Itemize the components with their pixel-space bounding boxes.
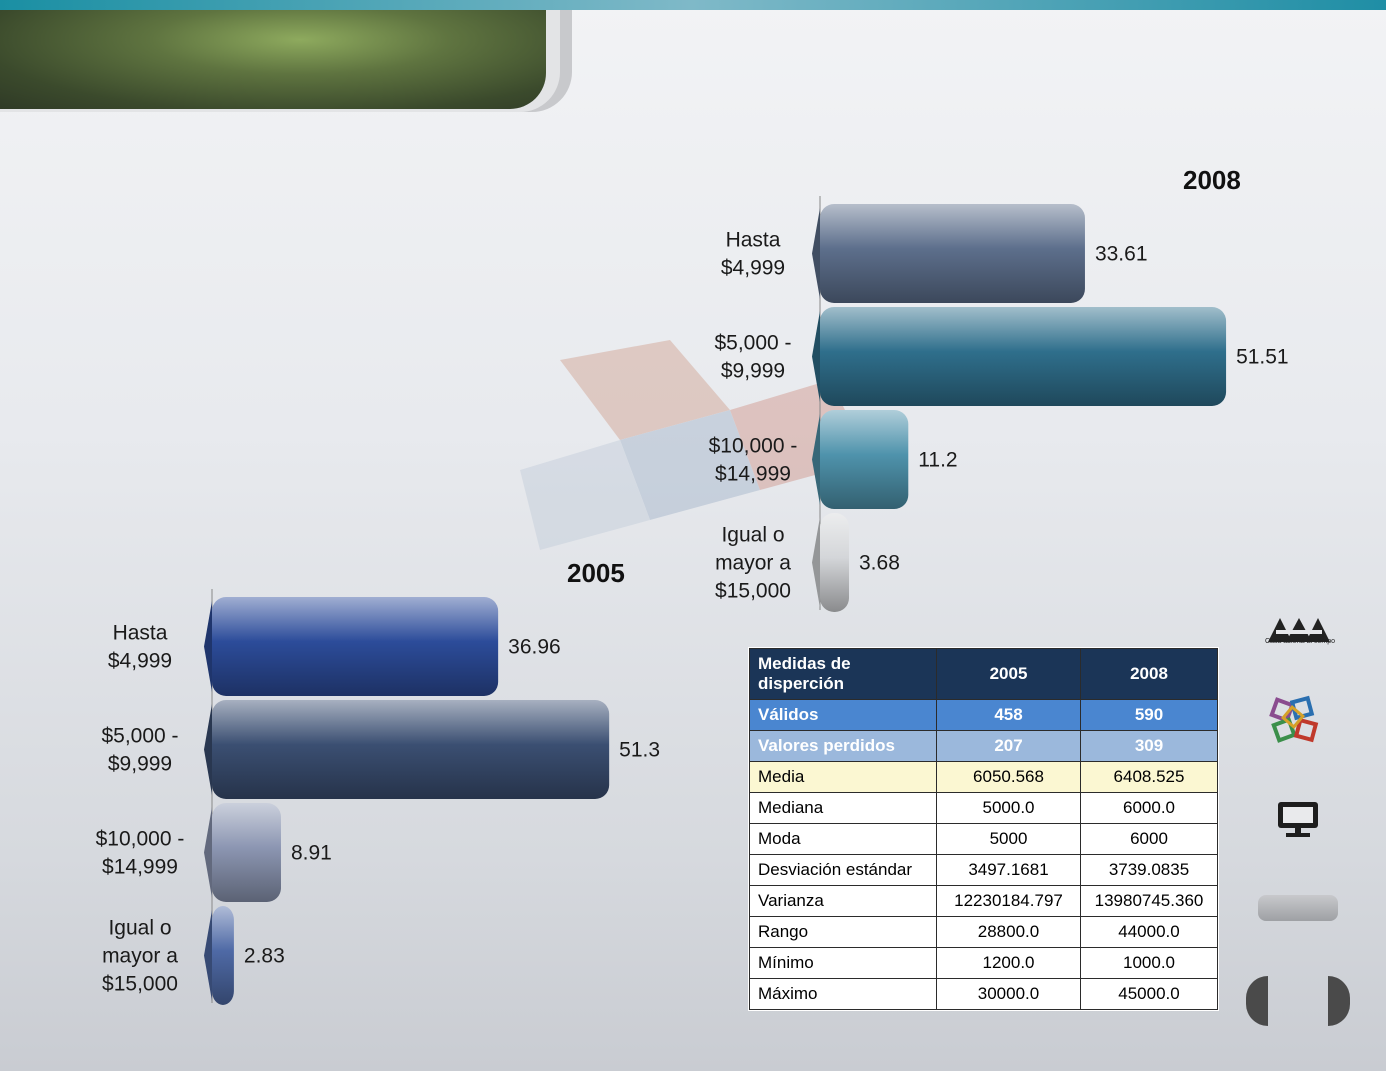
- chart-2005-value-label: 8.91: [291, 842, 332, 865]
- table-cell: 590: [1080, 699, 1218, 731]
- chart-2005-value-label: 51.3: [619, 739, 660, 762]
- table-cell: 30000.0: [936, 978, 1081, 1010]
- table-row: Valores perdidos 207 309: [749, 730, 1218, 762]
- nav-right-icon[interactable]: [1328, 976, 1350, 1026]
- chart-2005-bar-tip: [204, 704, 212, 795]
- table-row-label: Máximo: [749, 978, 937, 1010]
- chart-2008-value-label: 3.68: [859, 552, 900, 575]
- chart-2008-value-label: 11.2: [918, 449, 957, 472]
- cubes-icon[interactable]: [1268, 690, 1328, 748]
- table-row: Media 6050.568 6408.525: [749, 761, 1218, 793]
- table-row: Válidos 458 590: [749, 699, 1218, 731]
- table-header-cell: 2008: [1080, 648, 1218, 700]
- uam-logo-icon[interactable]: [1266, 612, 1332, 648]
- table-cell: 6000.0: [1080, 792, 1218, 824]
- table-cell: 458: [936, 699, 1081, 731]
- table-cell: 12230184.797: [936, 885, 1081, 917]
- chart-2005-bar: [212, 700, 610, 799]
- table-row: Mínimo 1200.0 1000.0: [749, 947, 1218, 979]
- title-banner: [0, 10, 546, 109]
- table-cell: 44000.0: [1080, 916, 1218, 948]
- chart-2005-category-label: $5,000 -$9,999: [101, 725, 178, 776]
- chart-2008-bar-tip: [812, 208, 820, 299]
- table-cell: 207: [936, 730, 1081, 762]
- table-row: Varianza 12230184.797 13980745.360: [749, 885, 1218, 917]
- table-cell: 1000.0: [1080, 947, 1218, 979]
- table-cell: 3739.0835: [1080, 854, 1218, 886]
- chart-2005-bar-tip: [204, 601, 212, 692]
- chart-2008-value-label: 33.61: [1095, 243, 1148, 266]
- chart-2005-category-label: Igual o mayor a $15,000: [102, 917, 178, 996]
- chart-2008-category-label: Igual o mayor a $15,000: [715, 524, 791, 603]
- chart-2005-value-label: 36.96: [508, 636, 561, 659]
- table-cell: 28800.0: [936, 916, 1081, 948]
- table-cell: 1200.0: [936, 947, 1081, 979]
- chart-2008-bar: [820, 307, 1227, 406]
- chart-2005-category-label: $10,000 -$14,999: [96, 828, 185, 879]
- table-cell: 6050.568: [936, 761, 1081, 793]
- monitor-icon[interactable]: [1276, 800, 1320, 838]
- chart-2008-category-label: $5,000 -$9,999: [714, 332, 791, 383]
- table-cell: 309: [1080, 730, 1218, 762]
- table-cell: 6000: [1080, 823, 1218, 855]
- watermark-graphic: [520, 340, 870, 550]
- table-cell: 45000.0: [1080, 978, 1218, 1010]
- chart-2005-bar: [212, 803, 281, 902]
- table-row-label: Rango: [749, 916, 937, 948]
- table-row-label: Varianza: [749, 885, 937, 917]
- table-row: Rango 28800.0 44000.0: [749, 916, 1218, 948]
- table-row-label: Válidos: [749, 699, 937, 731]
- table-row: Máximo 30000.0 45000.0: [749, 978, 1218, 1010]
- chart-2008-value-label: 51.51: [1236, 346, 1289, 369]
- table-row: Moda 5000 6000: [749, 823, 1218, 855]
- table-row: Mediana 5000.0 6000.0: [749, 792, 1218, 824]
- dispersion-table: Medidas de disperción 2005 2008 Válidos 4…: [749, 648, 1218, 1010]
- top-stripe: [0, 0, 1386, 10]
- chart-2005-bar: [212, 597, 499, 696]
- chart-2005-bar-tip: [204, 807, 212, 898]
- table-row-label: Mínimo: [749, 947, 937, 979]
- chart-2008-category-label: $10,000 -$14,999: [709, 435, 798, 486]
- uam-logo-text: Casa abierta al tiempo: [1264, 638, 1336, 645]
- gray-pill-button[interactable]: [1258, 895, 1338, 921]
- table-cell: 13980745.360: [1080, 885, 1218, 917]
- chart-2008-bar: [820, 410, 909, 509]
- chart-2005-value-label: 2.83: [244, 945, 285, 968]
- table-header-cell: 2005: [936, 648, 1081, 700]
- chart-2005-category-label: Hasta $4,999: [108, 622, 172, 673]
- chart-2008-bar-tip: [812, 311, 820, 402]
- table-row-label: Mediana: [749, 792, 937, 824]
- table-row-label: Media: [749, 761, 937, 793]
- nav-left-icon[interactable]: [1246, 976, 1268, 1026]
- chart-2005-bar-tip: [204, 910, 212, 1001]
- chart-2005-bar: [212, 906, 234, 1005]
- table-row-label: Valores perdidos: [749, 730, 937, 762]
- chart-2008-bar: [820, 513, 850, 612]
- table-row: Desviación estándar 3497.1681 3739.0835: [749, 854, 1218, 886]
- chart-2005-title: 2005: [567, 558, 625, 588]
- chart-2008-bar-tip: [812, 414, 820, 505]
- chart-2008-bar: [820, 204, 1085, 303]
- chart-2008-title: 2008: [1183, 165, 1241, 195]
- table-cell: 5000.0: [936, 792, 1081, 824]
- table-cell: 6408.525: [1080, 761, 1218, 793]
- chart-2008-category-label: Hasta $4,999: [721, 229, 785, 280]
- table-header-row: Medidas de disperción 2005 2008: [749, 648, 1218, 700]
- table-row-label: Desviación estándar: [749, 854, 937, 886]
- table-cell: 3497.1681: [936, 854, 1081, 886]
- table-row-label: Moda: [749, 823, 937, 855]
- table-header-cell: Medidas de disperción: [749, 648, 937, 700]
- table-cell: 5000: [936, 823, 1081, 855]
- chart-2008-bar-tip: [812, 517, 820, 608]
